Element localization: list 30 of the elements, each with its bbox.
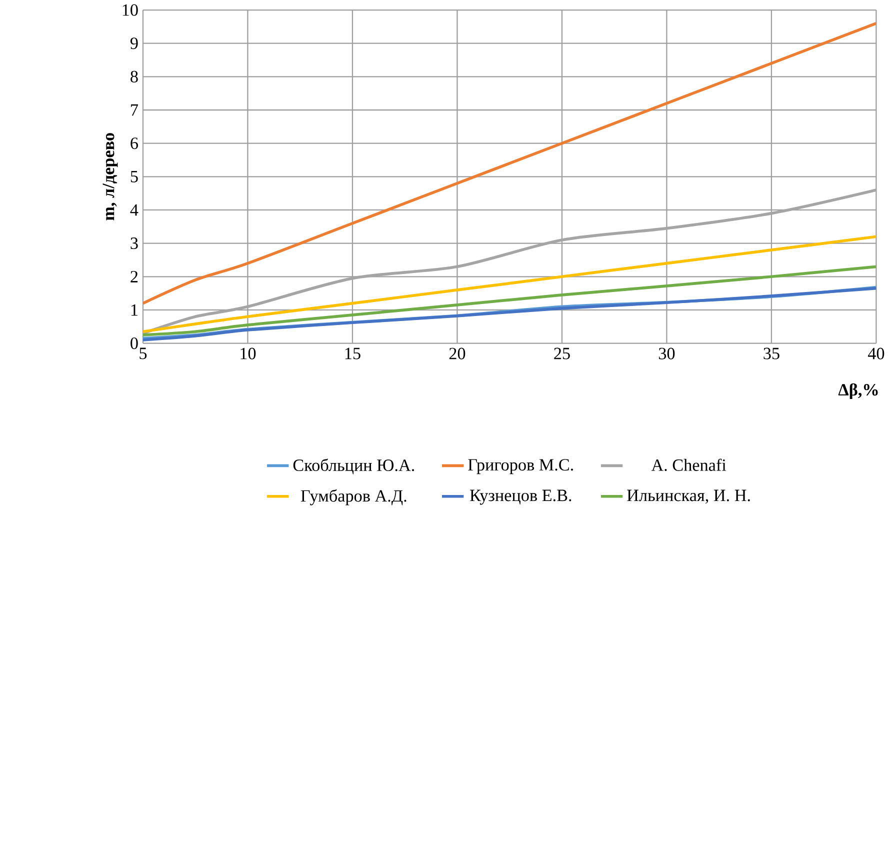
x-tick-label: 15 xyxy=(345,348,360,360)
x-tick-label: 30 xyxy=(658,348,675,360)
y-tick-label: 9 xyxy=(130,38,138,50)
legend-label: Скобльцин Ю.А. xyxy=(293,458,414,474)
y-tick-label: 0 xyxy=(130,338,138,350)
line-series xyxy=(142,22,876,305)
legend-label: A. Chenafi xyxy=(651,458,726,472)
y-tick-label: 3 xyxy=(130,238,138,250)
x-tick-label: 5 xyxy=(140,348,147,360)
y-tick-label: 10 xyxy=(122,4,138,16)
x-tick-label: 25 xyxy=(554,348,570,360)
legend-label: Гумбаров А.Д. xyxy=(300,489,406,506)
line-series xyxy=(142,235,876,334)
y-axis-title: m, л/дерево xyxy=(102,133,118,221)
legend-label: Кузнецов Е.В. xyxy=(470,490,572,505)
x-axis-title: Δβ,% xyxy=(838,383,878,400)
x-tick-label: 35 xyxy=(764,348,780,360)
y-tick-label: 2 xyxy=(130,271,138,282)
y-tick-label: 6 xyxy=(130,138,138,150)
y-tick-label: 7 xyxy=(131,104,138,116)
line-series xyxy=(142,265,876,337)
y-tick-label: 5 xyxy=(130,171,138,182)
y-tick-label: 4 xyxy=(130,204,138,216)
x-tick-label: 20 xyxy=(449,348,466,360)
legend-label: Ильинская, И. Н. xyxy=(627,490,750,504)
x-tick-label: 10 xyxy=(240,348,256,360)
y-tick-label: 1 xyxy=(131,304,138,316)
x-tick-label: 40 xyxy=(868,348,884,360)
y-tick-label: 8 xyxy=(130,71,138,83)
legend-label: Григоров М.С. xyxy=(468,459,573,474)
